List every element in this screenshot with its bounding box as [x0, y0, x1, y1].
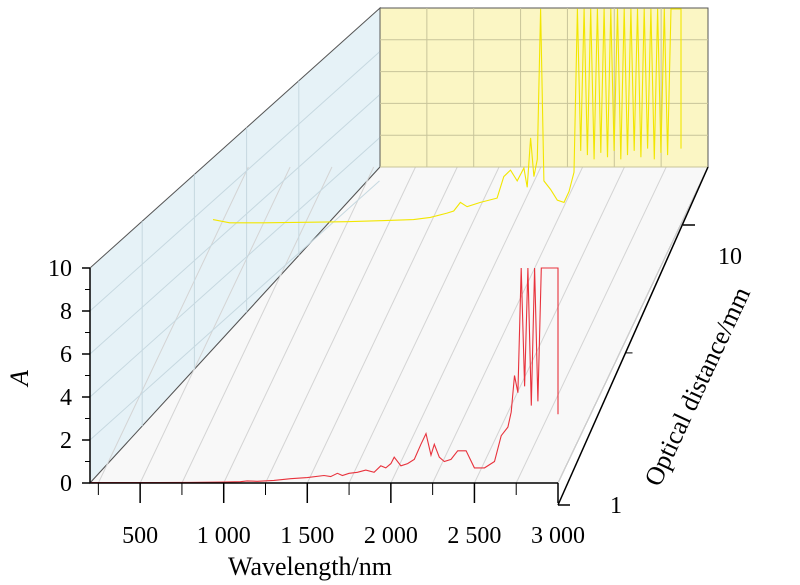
y-tick-label: 10: [48, 256, 72, 282]
floor-gridline: [181, 166, 333, 484]
floor-gridline: [473, 166, 625, 484]
back-wall-panel: [379, 7, 709, 168]
side-wall-gridline: [89, 51, 380, 312]
x-tick-label: 2 000: [364, 523, 418, 549]
x-tick-label: 2 500: [447, 523, 501, 549]
ticks: [82, 224, 695, 506]
z-tick-label: 10: [718, 244, 742, 270]
series-line-1mm: [90, 267, 559, 484]
series-layer: [90, 8, 682, 484]
x-tick-label: 500: [122, 523, 158, 549]
floor-gridline: [348, 166, 500, 484]
series-line-10mm: [212, 8, 682, 224]
y-tick-label: 2: [60, 428, 72, 454]
y-tick-label: 8: [60, 299, 72, 325]
z-axis-line: [557, 166, 709, 506]
z-axis-title: Optical distance/mm: [639, 282, 757, 490]
floor-gridline: [223, 166, 375, 484]
y-tick-label: 4: [60, 385, 72, 411]
floor-gridline: [97, 166, 249, 484]
floor-gridline: [265, 166, 416, 484]
x-tick-label: 3 000: [531, 523, 585, 549]
floor-gridline: [306, 166, 458, 484]
tick-labels: 0 2 4 6 8 10 500 1 000 1 500 2 000 2 500 3 000 1 10: [48, 244, 742, 549]
floor-gridline: [390, 166, 542, 484]
side-wall-gridline: [89, 180, 380, 441]
z-tick-label: 1: [610, 493, 622, 519]
x-axis-title: Wavelength/nm: [228, 552, 392, 581]
side-wall-gridline: [89, 137, 380, 398]
floor-gridline: [432, 166, 584, 484]
x-tick-label: 1 000: [197, 523, 251, 549]
y-tick-label: 0: [60, 471, 72, 497]
x-tick-label: 1 500: [280, 523, 334, 549]
floor-gridline: [515, 166, 667, 484]
y-tick-label: 6: [60, 342, 72, 368]
floor-gridline: [139, 166, 291, 484]
side-wall-gridline: [89, 94, 380, 355]
floor-gridline: [557, 166, 709, 484]
y-axis-title: A: [5, 370, 34, 388]
